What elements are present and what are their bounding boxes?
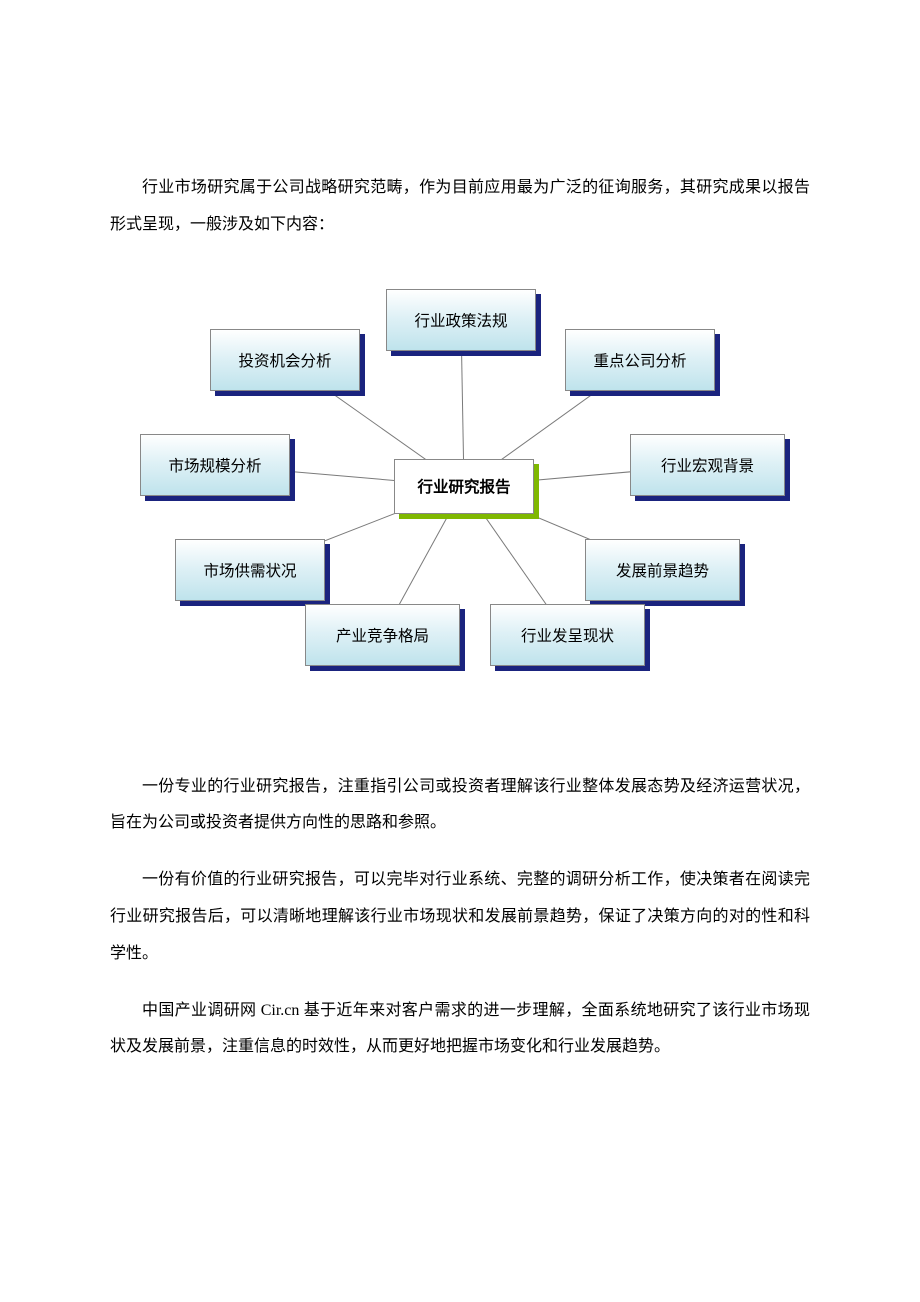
diagram-node-n_macro: 行业宏观背景 xyxy=(630,434,785,496)
intro-paragraph: 行业市场研究属于公司战略研究范畴，作为目前应用最为广泛的征询服务，其研究成果以报… xyxy=(110,170,810,244)
diagram-node-n_invest: 投资机会分析 xyxy=(210,329,360,391)
diagram-node-label: 行业宏观背景 xyxy=(630,434,785,496)
diagram-node-label: 行业政策法规 xyxy=(386,289,536,351)
paragraph-2: 一份专业的行业研究报告，注重指引公司或投资者理解该行业整体发展态势及经济运营状况… xyxy=(110,769,810,843)
paragraph-3: 一份有价值的行业研究报告，可以完毕对行业系统、完整的调研分析工作，使决策者在阅读… xyxy=(110,862,810,972)
center-node-label: 行业研究报告 xyxy=(394,459,534,514)
diagram-node-label: 发展前景趋势 xyxy=(585,539,740,601)
diagram-node-n_supply: 市场供需状况 xyxy=(175,539,325,601)
diagram-node-n_policy: 行业政策法规 xyxy=(386,289,536,351)
industry-research-diagram: 行业研究报告 行业政策法规投资机会分析 重点公司分析市场规模分析 行业宏观背景市场供… xyxy=(110,274,810,709)
diagram-node-label: 投资机会分析 xyxy=(210,329,360,391)
diagram-node-n_status: 行业发呈现状 xyxy=(490,604,645,666)
paragraph-4: 中国产业调研网 Cir.cn 基于近年来对客户需求的进一步理解，全面系统地研究了… xyxy=(110,993,810,1067)
diagram-center-node: 行业研究报告 xyxy=(394,459,534,514)
diagram-node-n_compete: 产业竞争格局 xyxy=(305,604,460,666)
diagram-node-label: 产业竞争格局 xyxy=(305,604,460,666)
diagram-node-n_scale: 市场规模分析 xyxy=(140,434,290,496)
diagram-node-label: 市场规模分析 xyxy=(140,434,290,496)
diagram-node-n_company: 重点公司分析 xyxy=(565,329,715,391)
diagram-node-label: 行业发呈现状 xyxy=(490,604,645,666)
diagram-node-label: 市场供需状况 xyxy=(175,539,325,601)
diagram-node-label: 重点公司分析 xyxy=(565,329,715,391)
diagram-node-n_prospect: 发展前景趋势 xyxy=(585,539,740,601)
